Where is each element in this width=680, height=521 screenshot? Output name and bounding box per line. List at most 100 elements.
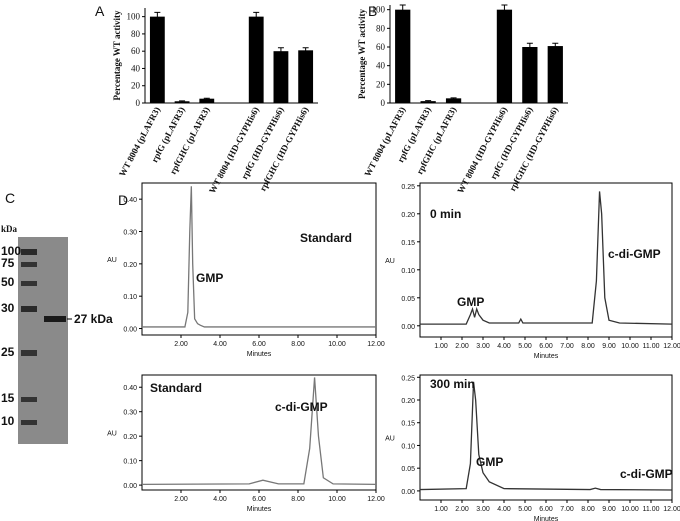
peak-annotation: c-di-GMP: [275, 400, 328, 414]
x-tick-label: 1.00: [434, 343, 448, 350]
x-tick-label: WT 8004 (pLAFR3): [117, 105, 162, 178]
y-axis-label: AU: [385, 436, 395, 443]
x-tick-label: 11.00: [643, 506, 660, 513]
x-tick-label: 10.00: [328, 496, 346, 503]
x-tick-label: 2.00: [455, 506, 469, 513]
y-tick-label: 0.30: [123, 410, 137, 417]
x-tick-label: 9.00: [602, 343, 616, 350]
x-tick-label: 6.00: [252, 496, 266, 503]
y-tick-label: 0.40: [123, 385, 137, 392]
error-bar: [526, 42, 533, 51]
x-tick-label: 8.00: [291, 341, 305, 348]
marker-label: 25: [1, 345, 15, 359]
y-tick-label: 100: [372, 5, 386, 15]
y-tick-label: 20: [376, 79, 386, 89]
bar: [298, 50, 314, 103]
y-tick-label: 0.20: [401, 398, 415, 405]
panel-label: A: [95, 3, 105, 19]
error-bar: [552, 42, 559, 49]
y-tick-label: 20: [131, 81, 141, 91]
y-tick-label: 0.00: [123, 327, 137, 334]
x-tick-label: 3.00: [476, 343, 490, 350]
x-tick-label: 5.00: [518, 343, 532, 350]
x-tick-label: WT 8004 (pLAFR3): [362, 105, 407, 178]
gel-band: [21, 397, 37, 402]
y-tick-label: 0: [136, 98, 141, 108]
y-tick-label: 0.15: [401, 240, 415, 247]
x-tick-label: 6.00: [252, 341, 266, 348]
error-bar: [179, 100, 186, 102]
y-tick-label: 60: [376, 42, 386, 52]
panel-label: C: [5, 190, 15, 206]
error-bar: [154, 11, 161, 21]
gel-band: [21, 420, 37, 425]
x-tick-label: 7.00: [560, 343, 574, 350]
panel-label: D: [118, 192, 128, 208]
y-tick-label: 0.20: [123, 262, 137, 269]
panel-title: 0 min: [430, 207, 461, 221]
gel-band: [21, 262, 37, 267]
error-bar: [253, 11, 260, 21]
panel-title: Standard: [150, 381, 202, 395]
gel-unit: kDa: [1, 224, 18, 234]
y-tick-label: 0.10: [123, 459, 137, 466]
x-tick-label: 12.00: [663, 506, 680, 513]
x-axis-label: Minutes: [534, 516, 559, 521]
x-tick-label: 12.00: [367, 496, 385, 503]
gel-band: [21, 306, 37, 312]
error-bar: [203, 97, 210, 100]
panel-title: Standard: [300, 231, 352, 245]
gel-band: [21, 281, 37, 286]
y-tick-label: 0.00: [401, 324, 415, 331]
gel-band: [44, 316, 66, 322]
y-tick-label: 0.05: [401, 296, 415, 303]
trace: [141, 377, 377, 486]
error-bar: [450, 97, 457, 99]
gel: [18, 237, 68, 444]
bar: [547, 46, 563, 103]
y-tick-label: 80: [376, 23, 386, 33]
x-axis-label: Minutes: [247, 506, 272, 513]
x-tick-label: 7.00: [560, 506, 574, 513]
x-tick-label: 12.00: [367, 341, 385, 348]
x-tick-label: 3.00: [476, 506, 490, 513]
bar: [273, 51, 289, 103]
y-tick-label: 0.25: [401, 184, 415, 191]
error-bar: [302, 47, 309, 53]
y-axis-label: AU: [107, 431, 117, 438]
trace: [142, 186, 376, 328]
marker-label: 75: [1, 256, 15, 270]
y-axis-label: Percentage WT activity: [357, 9, 367, 99]
y-tick-label: 0.20: [401, 212, 415, 219]
peak-annotation: c-di-GMP: [620, 467, 673, 481]
x-tick-label: 6.00: [539, 506, 553, 513]
peak-annotation: GMP: [457, 295, 484, 309]
x-axis-label: Minutes: [534, 353, 559, 360]
y-axis-label: AU: [107, 257, 117, 264]
marker-label: 100: [1, 244, 21, 258]
y-tick-label: 40: [131, 63, 141, 73]
x-tick-label: 2.00: [174, 496, 188, 503]
y-tick-label: 60: [131, 46, 141, 56]
x-tick-label: 2.00: [174, 341, 188, 348]
x-tick-label: rpfGHC (HD-GYPHis6): [258, 105, 311, 192]
x-tick-label: 8.00: [581, 506, 595, 513]
bar: [174, 101, 190, 103]
panel-label: B: [368, 3, 377, 19]
error-bar: [277, 47, 284, 55]
error-bar: [501, 4, 508, 15]
y-tick-label: 0: [381, 98, 386, 108]
x-tick-label: 1.00: [434, 506, 448, 513]
y-tick-label: 0.00: [123, 483, 137, 490]
x-tick-label: 10.00: [621, 343, 639, 350]
panel-title: 300 min: [430, 377, 475, 391]
plot-frame: [419, 374, 673, 501]
y-tick-label: 0.25: [401, 375, 415, 382]
x-tick-label: 10.00: [328, 341, 346, 348]
x-tick-label: 4.00: [497, 343, 511, 350]
plot-frame: [141, 182, 377, 336]
bar: [395, 9, 411, 104]
x-tick-label: 6.00: [539, 343, 553, 350]
